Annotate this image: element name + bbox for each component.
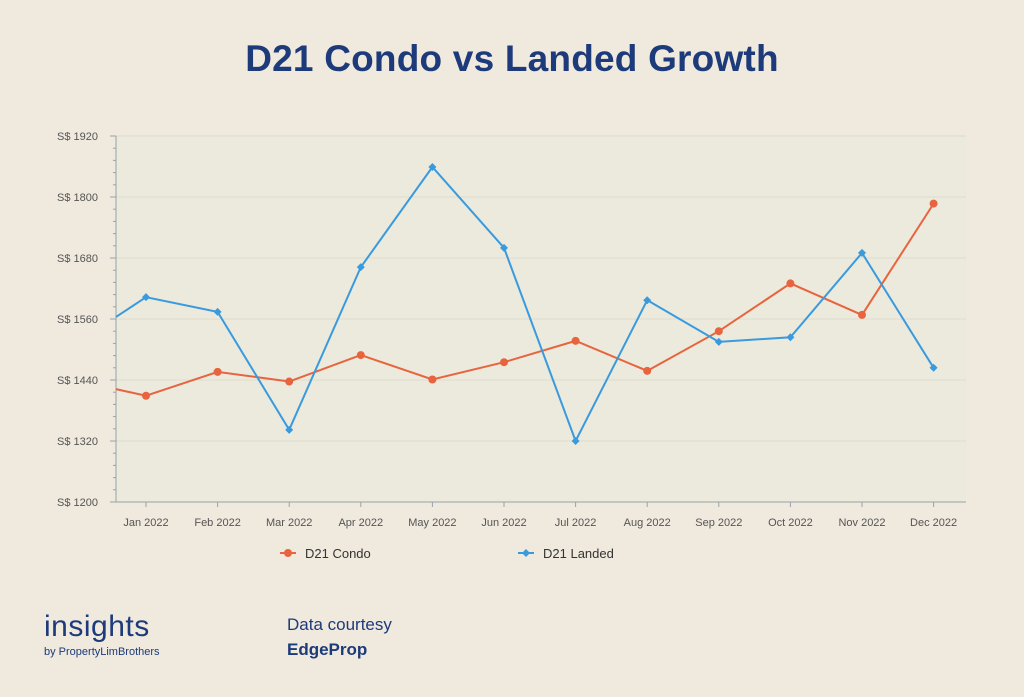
y-tick-label: S$ 1920 [57, 131, 98, 143]
data-point [428, 163, 437, 172]
y-tick-label: S$ 1320 [57, 436, 98, 448]
x-tick-label: Apr 2022 [338, 517, 383, 529]
data-point [142, 293, 150, 302]
data-point [500, 358, 508, 367]
y-tick-label: S$ 1560 [57, 314, 98, 326]
series-landed [115, 163, 938, 445]
x-tick-label: Jun 2022 [481, 517, 526, 529]
data-point [571, 336, 580, 345]
x-tick-label: Sep 2022 [695, 517, 742, 529]
data-point [929, 199, 938, 208]
credit-label: Data courtesy [287, 615, 392, 634]
data-point [142, 391, 150, 400]
legend-marker [284, 549, 292, 557]
data-point [929, 363, 938, 372]
data-point [213, 367, 222, 376]
legend-item-condo[interactable]: D21 Condo [280, 546, 371, 561]
data-point [858, 310, 866, 319]
data-point [356, 263, 365, 272]
data-credit: Data courtesy EdgeProp [287, 615, 392, 660]
data-point [714, 337, 723, 346]
brand-name: insights [44, 610, 150, 643]
x-tick-label: Dec 2022 [910, 517, 957, 529]
legend[interactable]: D21 Condo D21 Landed [280, 546, 614, 561]
y-tick-label: S$ 1800 [57, 192, 98, 204]
credit-source: EdgeProp [287, 640, 368, 659]
brand-logo: insights by PropertyLimBrothers [44, 610, 160, 659]
data-point [786, 279, 795, 288]
series-condo [115, 199, 938, 400]
data-point [643, 296, 652, 305]
data-point [285, 425, 294, 434]
legend-item-landed[interactable]: D21 Landed [518, 546, 614, 561]
x-tick-label: Nov 2022 [838, 517, 885, 529]
data-point [213, 307, 222, 316]
axes: S$ 1200 S$ 1320 S$ 1440 S$ 1560 S$ 1680 S$ 18… [57, 131, 966, 529]
x-tick-label: Aug 2022 [624, 517, 671, 529]
x-tick-label: Oct 2022 [768, 517, 813, 529]
series-layer [115, 163, 938, 445]
x-tick-label: Mar 2022 [266, 517, 312, 529]
x-tick-label: Feb 2022 [194, 517, 240, 529]
data-point [858, 248, 866, 257]
x-tick-label: Jan 2022 [123, 517, 168, 529]
legend-marker [522, 549, 530, 557]
data-point [786, 333, 795, 342]
legend-label: D21 Condo [305, 546, 371, 561]
gridlines [116, 135, 966, 442]
y-tick-label: S$ 1440 [57, 375, 98, 387]
legend-label: D21 Landed [543, 546, 614, 561]
data-point [643, 366, 652, 375]
x-tick-label: Jul 2022 [555, 517, 597, 529]
y-tick-label: S$ 1200 [57, 497, 98, 509]
data-point [285, 377, 294, 386]
brand-subtitle: by PropertyLimBrothers [44, 646, 160, 658]
x-tick-label: May 2022 [408, 517, 456, 529]
data-point [428, 375, 437, 384]
y-tick-label: S$ 1680 [57, 253, 98, 265]
data-point [714, 327, 723, 336]
chart-title: D21 Condo vs Landed Growth [245, 38, 779, 79]
data-point [356, 351, 365, 360]
data-point [571, 437, 580, 445]
data-point [500, 243, 508, 252]
